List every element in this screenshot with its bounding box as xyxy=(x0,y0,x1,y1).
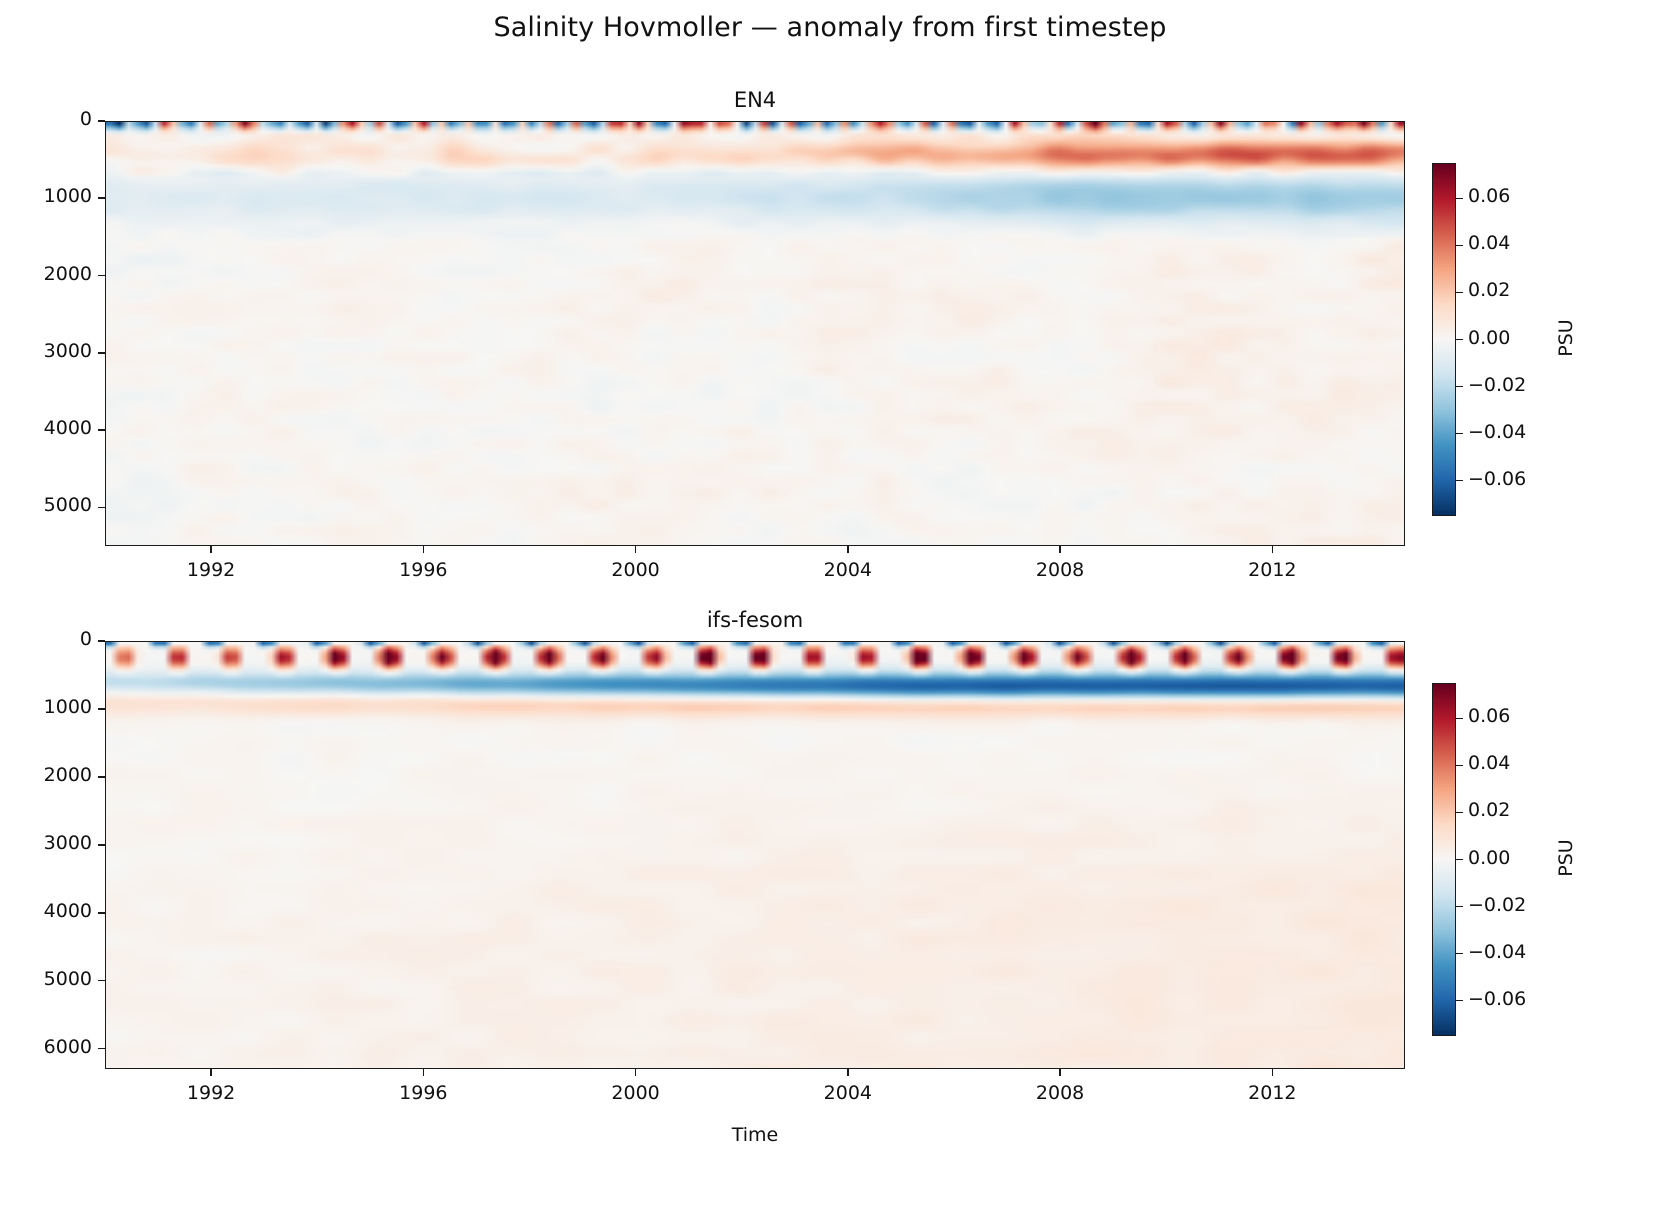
y-tick-mark xyxy=(98,352,105,354)
x-axis-label-ifs-fesom: Time xyxy=(731,1124,779,1146)
x-tick-label: 2012 xyxy=(1248,1082,1297,1104)
y-tick-label: 2000 xyxy=(43,262,92,285)
colorbar-tick-mark xyxy=(1456,385,1463,388)
x-tick-mark xyxy=(847,546,849,553)
x-tick-mark xyxy=(1059,546,1061,553)
colorbar-tick-label: 0.04 xyxy=(1468,752,1511,775)
x-tick-label: 1992 xyxy=(186,559,236,581)
x-tick-label: 2004 xyxy=(823,1082,873,1104)
y-tick-label: 4000 xyxy=(43,899,92,922)
y-tick-mark xyxy=(98,844,105,846)
colorbar-tick-mark xyxy=(1456,811,1463,814)
y-tick-mark xyxy=(98,979,105,982)
x-tick-mark xyxy=(1271,1069,1274,1076)
x-tick-mark xyxy=(1271,546,1274,553)
colorbar-tick-label: 0.02 xyxy=(1468,799,1511,822)
y-tick-label: 1000 xyxy=(43,185,92,208)
x-tick-mark xyxy=(847,1069,849,1076)
y-tick-label: 2000 xyxy=(43,763,92,786)
colorbar-en4[interactable] xyxy=(1432,163,1456,516)
x-tick-label: 1996 xyxy=(399,559,448,581)
colorbar-tick-mark xyxy=(1456,291,1463,294)
y-tick-label: 1000 xyxy=(43,695,92,718)
y-tick-mark xyxy=(98,429,105,431)
y-tick-label: 0 xyxy=(79,628,92,650)
colorbar-label-ifs-fesom: PSU xyxy=(1555,838,1577,877)
x-tick-mark xyxy=(210,1069,212,1076)
x-tick-mark xyxy=(1059,1069,1061,1076)
colorbar-tick-mark xyxy=(1456,197,1463,199)
x-tick-label: 2000 xyxy=(611,559,660,581)
x-tick-label: 2008 xyxy=(1035,559,1085,581)
colorbar-tick-mark xyxy=(1456,480,1463,482)
colorbar-tick-mark xyxy=(1456,244,1463,247)
heatmap-ifs-fesom[interactable] xyxy=(105,641,1405,1069)
y-tick-label: 3000 xyxy=(43,339,92,362)
x-tick-mark xyxy=(210,546,212,553)
x-tick-mark xyxy=(634,1069,637,1076)
y-tick-mark xyxy=(98,1047,105,1050)
colorbar-tick-mark xyxy=(1456,432,1463,435)
colorbar-tick-mark xyxy=(1456,764,1463,767)
y-tick-mark xyxy=(98,197,105,200)
y-tick-mark xyxy=(98,911,105,914)
y-tick-mark xyxy=(98,120,105,122)
colorbar-tick-mark xyxy=(1456,338,1463,341)
subplot-title-ifs-fesom: ifs-fesom xyxy=(706,608,804,632)
x-tick-mark xyxy=(422,1069,425,1076)
x-tick-label: 1992 xyxy=(186,1082,236,1104)
colorbar-tick-mark xyxy=(1456,858,1463,861)
x-tick-label: 2012 xyxy=(1248,559,1297,581)
colorbar-tick-label: −0.02 xyxy=(1468,893,1527,916)
figure-suptitle: Salinity Hovmoller — anomaly from first … xyxy=(493,12,1167,43)
y-tick-mark xyxy=(98,640,105,642)
colorbar-label-en4: PSU xyxy=(1555,318,1577,357)
colorbar-tick-mark xyxy=(1456,1000,1463,1002)
colorbar-tick-label: 0.00 xyxy=(1468,846,1511,869)
colorbar-tick-label: −0.06 xyxy=(1468,987,1527,1010)
colorbar-tick-label: −0.04 xyxy=(1468,940,1527,963)
y-tick-label: 5000 xyxy=(43,494,92,517)
colorbar-tick-label: 0.06 xyxy=(1468,185,1511,208)
colorbar-tick-mark xyxy=(1456,717,1463,719)
colorbar-tick-label: 0.02 xyxy=(1468,279,1511,302)
colorbar-tick-mark xyxy=(1456,905,1463,908)
colorbar-tick-label: 0.00 xyxy=(1468,326,1511,349)
x-tick-mark xyxy=(634,546,637,553)
x-tick-label: 2008 xyxy=(1035,1082,1085,1104)
y-tick-label: 4000 xyxy=(43,417,92,440)
x-tick-label: 2004 xyxy=(823,559,873,581)
colorbar-tick-label: 0.04 xyxy=(1468,232,1511,255)
x-tick-mark xyxy=(422,546,425,553)
x-tick-label: 2000 xyxy=(611,1082,660,1104)
x-tick-label: 1996 xyxy=(399,1082,448,1104)
colorbar-ifs-fesom[interactable] xyxy=(1432,683,1456,1036)
y-tick-label: 5000 xyxy=(43,967,92,990)
colorbar-tick-label: −0.02 xyxy=(1468,373,1527,396)
colorbar-tick-label: −0.06 xyxy=(1468,467,1527,490)
heatmap-en4[interactable] xyxy=(105,121,1405,546)
y-tick-mark xyxy=(98,776,105,778)
y-tick-label: 6000 xyxy=(43,1035,92,1058)
y-tick-mark xyxy=(98,506,105,509)
colorbar-tick-label: 0.06 xyxy=(1468,705,1511,728)
y-tick-mark xyxy=(98,708,105,710)
subplot-title-en4: EN4 xyxy=(733,88,777,112)
y-tick-label: 3000 xyxy=(43,831,92,854)
y-tick-mark xyxy=(98,274,105,277)
colorbar-tick-mark xyxy=(1456,952,1463,955)
y-tick-label: 0 xyxy=(79,108,92,130)
colorbar-tick-label: −0.04 xyxy=(1468,420,1527,443)
